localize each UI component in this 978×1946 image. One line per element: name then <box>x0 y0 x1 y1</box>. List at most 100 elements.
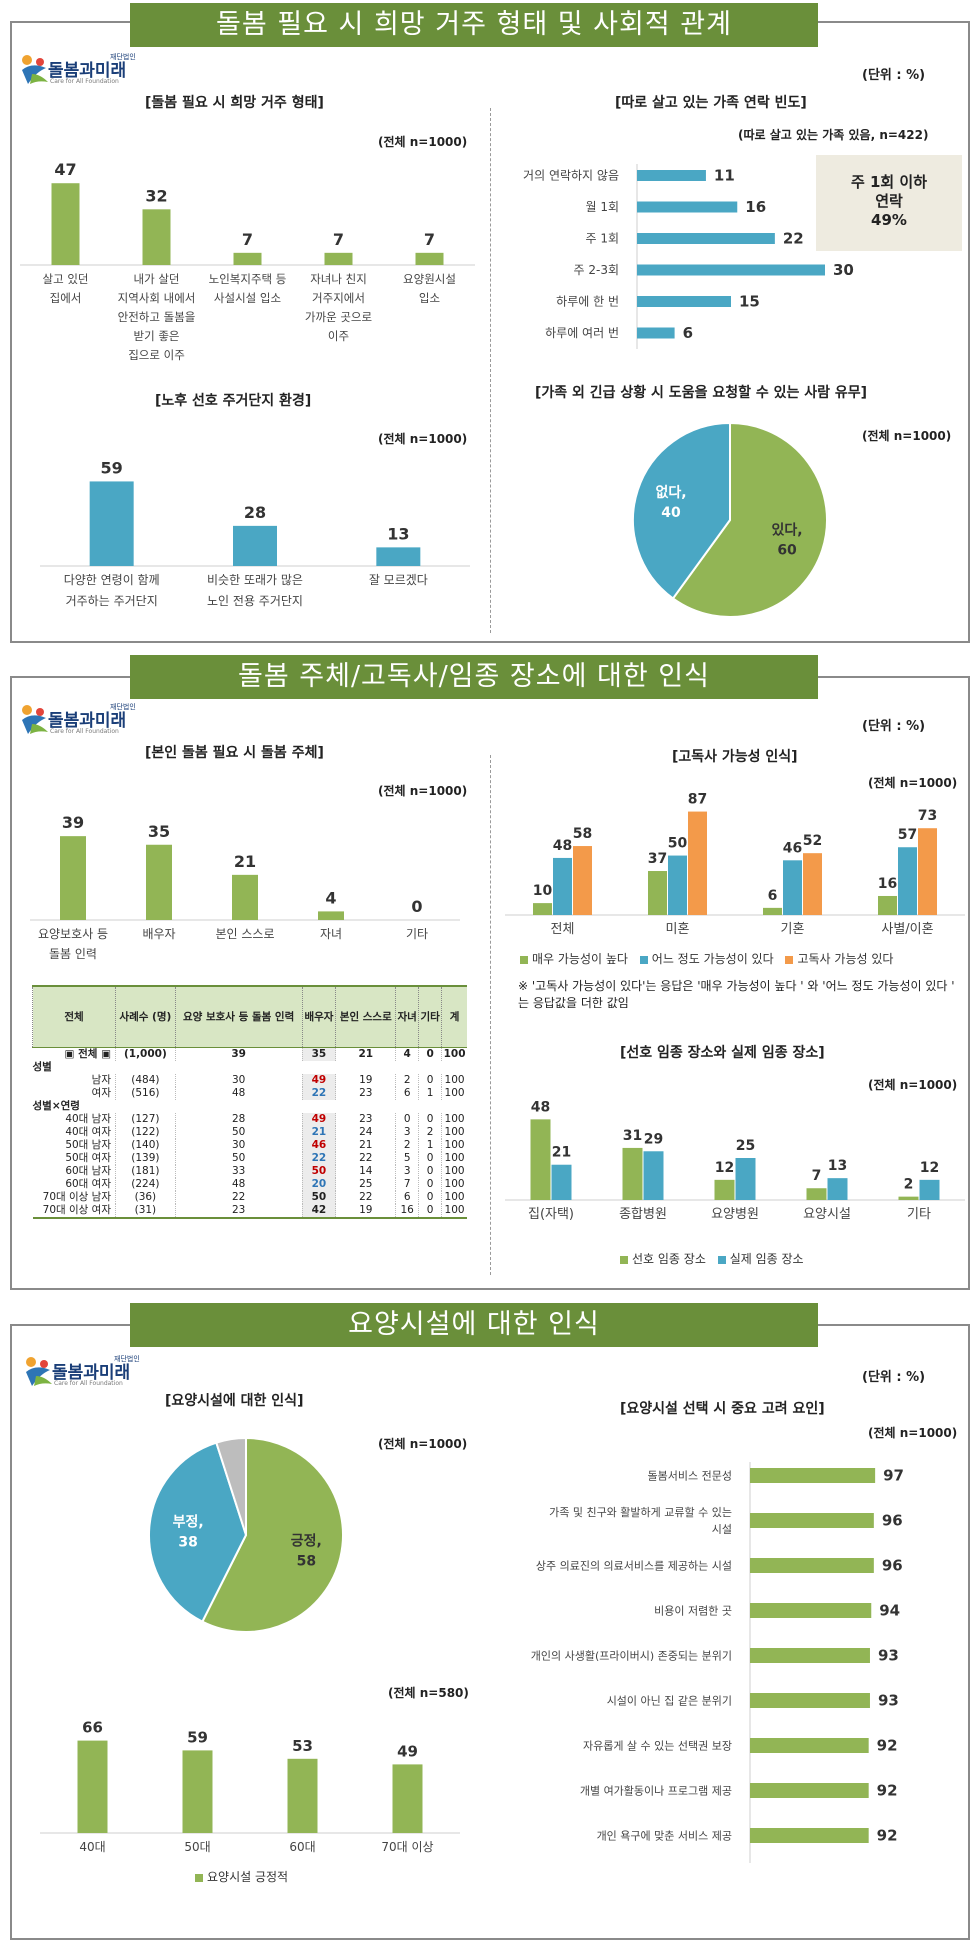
housing-value-label: 7 <box>333 230 344 249</box>
factors-category-label: 비용이 저렴한 곳 <box>654 1605 732 1618</box>
caregiver-value-label: 4 <box>325 888 336 907</box>
lonely-value-label: 10 <box>533 883 553 899</box>
caregiver-category-label: 배우자 <box>142 927 175 941</box>
housing-category-label: 지역사회 내에서 <box>118 291 196 305</box>
death_place-bar <box>622 1147 643 1200</box>
elder_env-bar <box>376 547 421 566</box>
table-cell: 3 <box>395 1165 419 1178</box>
unit-label: (단위 : %) <box>862 1370 926 1385</box>
section3-banner: 요양시설에 대한 인식 <box>130 1303 818 1347</box>
factors-bar <box>750 1783 869 1798</box>
death_place-category-label: 요양시설 <box>803 1207 851 1222</box>
table-cell: 28 <box>174 1113 303 1126</box>
lonely-bar <box>803 853 822 915</box>
callout-line3: 49% <box>871 211 907 229</box>
factors-value-label: 96 <box>882 1557 903 1575</box>
facility_pie-slice <box>201 1436 344 1633</box>
table-cell: 21 <box>335 1047 396 1061</box>
logo-mark-icon <box>22 55 48 84</box>
housing-category-label: 살고 있던 <box>43 272 89 286</box>
table-cell: 6 <box>395 1087 419 1100</box>
death_place-bar <box>714 1179 735 1200</box>
lonely-value-label: 50 <box>668 836 688 852</box>
table-row-label: 60대 남자 <box>65 1165 111 1177</box>
housing-bar <box>233 252 262 265</box>
death_place-category-label: 종합병원 <box>619 1207 667 1222</box>
contact-category-label: 거의 연락하지 않음 <box>523 169 619 183</box>
housing-category-label: 사설시설 입소 <box>214 291 281 305</box>
facility_pie-slice <box>215 1436 247 1536</box>
death_place-bar <box>827 1178 848 1200</box>
lonely-value-label: 58 <box>573 826 592 842</box>
table-group-label: 성별×연령 <box>32 1100 80 1112</box>
death_place-bar <box>806 1188 827 1200</box>
table-cell: (140) <box>115 1139 176 1152</box>
help-n: (전체 n=1000) <box>862 429 952 443</box>
contact-bar <box>637 296 731 307</box>
table-cell: 0 <box>395 1113 419 1126</box>
housing-category-label: 자녀나 친지 <box>310 272 367 286</box>
lonely-value-label: 6 <box>768 888 778 904</box>
facility_age-bar <box>77 1740 108 1833</box>
facility_age-bar <box>392 1764 423 1833</box>
table-cell: 21 <box>335 1139 396 1152</box>
housing-title: [돌봄 필요 시 희망 거주 형태] <box>145 95 324 111</box>
death_place-value-label: 12 <box>715 1160 734 1176</box>
elder_env-bar <box>89 481 134 566</box>
contact-category-label: 주 2-3회 <box>574 263 620 277</box>
elder_env-category-label: 다양한 연령이 함께 <box>64 573 160 587</box>
elder_env-category-label: 비슷한 또래가 많은 <box>207 573 303 587</box>
logo-tagline: Care for All Foundation <box>50 728 119 735</box>
lonely-value-label: 16 <box>878 876 897 892</box>
lonely-title: [고독사 가능성 인식] <box>672 749 798 765</box>
legend-somewhat-likely: 어느 정도 가능성이 있다 <box>651 952 774 966</box>
factors-bar <box>750 1513 874 1528</box>
facility_age-bar <box>287 1758 318 1833</box>
housing-category-label: 요양원시설 <box>403 272 456 286</box>
housing-value-label: 32 <box>145 186 167 205</box>
table-cell: 22 <box>335 1152 396 1165</box>
caregiver-category-label: 요양보호사 등 <box>38 927 108 941</box>
caregiver-n: (전체 n=1000) <box>378 784 468 798</box>
table-cell: (484) <box>115 1074 176 1087</box>
lonely-category-label: 미혼 <box>666 922 690 937</box>
lonely-bar <box>668 855 687 915</box>
table-cell: 0 <box>418 1165 442 1178</box>
table-cell: 16 <box>395 1204 419 1219</box>
table-cell: 20 <box>301 1178 336 1191</box>
table-cell: (1,000) <box>115 1047 176 1061</box>
table-row-label: 60대 여자 <box>65 1178 111 1190</box>
death_place-category-label: 기타 <box>907 1207 931 1222</box>
logo-tagline: Care for All Foundation <box>54 1380 123 1387</box>
contact-bar <box>637 264 825 276</box>
lonely-bar <box>573 846 592 915</box>
table-cell: 2 <box>395 1074 419 1087</box>
lonely-footnote: ※ '고독사 가능성이 있다'는 응답은 '매우 가능성이 높다 ' 와 '어느… <box>518 979 955 1010</box>
table-row-label: ▣ 전체 ▣ <box>64 1048 111 1060</box>
factors-category-label: 시설이 아닌 집 같은 분위기 <box>607 1695 732 1708</box>
table-row-label: 40대 남자 <box>65 1113 111 1125</box>
help-slice-label: 없다, <box>655 485 686 501</box>
facility_pie-slice-label: 부정, <box>173 1513 204 1530</box>
caregiver-value-label: 21 <box>234 852 256 871</box>
death_place-bar <box>735 1158 756 1200</box>
death_place-bar <box>919 1179 940 1200</box>
factors-bar <box>750 1828 869 1843</box>
table-cell: 50 <box>301 1165 336 1178</box>
lonely-bar <box>783 860 802 915</box>
table-cell: 22 <box>335 1191 396 1204</box>
factors-value-label: 92 <box>877 1782 898 1800</box>
table-cell: 19 <box>335 1074 396 1087</box>
death_place-value-label: 29 <box>644 1131 663 1147</box>
housing-bar <box>415 252 444 265</box>
elder_env-bar <box>233 525 277 566</box>
table-cell: 22 <box>301 1087 336 1100</box>
lonely-legend: 매우 가능성이 높다 어느 정도 가능성이 있다 고독사 가능성 있다 <box>520 950 893 967</box>
logo-foundation: 재단법인 <box>114 1355 140 1363</box>
housing-category-label: 내가 살던 <box>134 272 180 286</box>
factors-category-label: 상주 의료진의 의료서비스를 제공하는 시설 <box>536 1559 732 1573</box>
logo: 돌봄과미래 재단법인 Care for All Foundation <box>22 1354 147 1390</box>
table-cell: 50 <box>301 1191 336 1204</box>
caregiver-value-label: 0 <box>411 897 422 916</box>
